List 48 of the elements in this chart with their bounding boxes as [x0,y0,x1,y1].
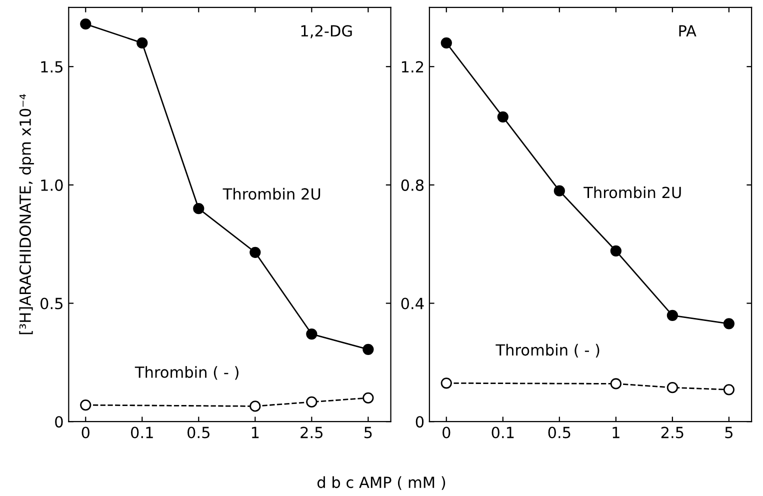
y-tick-label: 1.2 [402,61,424,72]
series-label: Thrombin 2U [222,188,320,200]
point [723,318,735,330]
point [666,382,678,394]
series-label: Thrombin ( - ) [134,366,238,380]
point [136,37,148,48]
x-axis-title: d b c AMP ( mM ) [317,476,446,490]
y-tick-label: 0 [55,416,63,428]
point [250,400,261,412]
point [193,203,204,214]
point [666,310,678,321]
x-tick-label: 5 [725,426,732,438]
point [497,111,508,122]
x-tick-label: 0.5 [548,426,570,438]
point [723,384,735,396]
point [80,18,92,30]
text: 1,2-DG [301,25,352,38]
y-tick-label: 0.8 [401,179,424,191]
point [362,392,374,404]
point [250,246,261,258]
text: PA [679,25,696,36]
y-tick-label: 0.4 [401,298,424,310]
x-tick-label: 0.1 [130,426,153,438]
x-tick-label: 1 [612,426,620,438]
point [306,396,318,408]
point [362,344,374,355]
series-label: Thrombin 2U [584,186,681,198]
point [440,378,452,389]
y-tick-label: 1.0 [41,179,63,191]
series-label: Thrombin ( - ) [496,344,600,358]
x-tick-label: 2.5 [300,426,322,438]
y-axis-title: [³H]ARACHIDONATE, dpm x10⁻⁴ [19,94,34,334]
x-tick-label: 0.5 [188,426,210,438]
y-tick-label: 1.5 [41,61,62,73]
point [306,328,318,340]
point [610,378,622,390]
x-tick-label: 0.1 [492,426,514,438]
x-tick-label: 2.5 [661,426,684,438]
y-tick-label: 0 [416,416,424,428]
point [610,245,622,256]
y-tick-label: 0.5 [40,298,62,310]
point [80,399,92,411]
x-tick-label: 0 [442,426,450,438]
point [440,37,452,48]
x-tick-label: 5 [364,426,372,438]
x-tick-label: 1 [252,426,259,438]
point [554,185,565,196]
x-tick-label: 0 [82,426,90,438]
